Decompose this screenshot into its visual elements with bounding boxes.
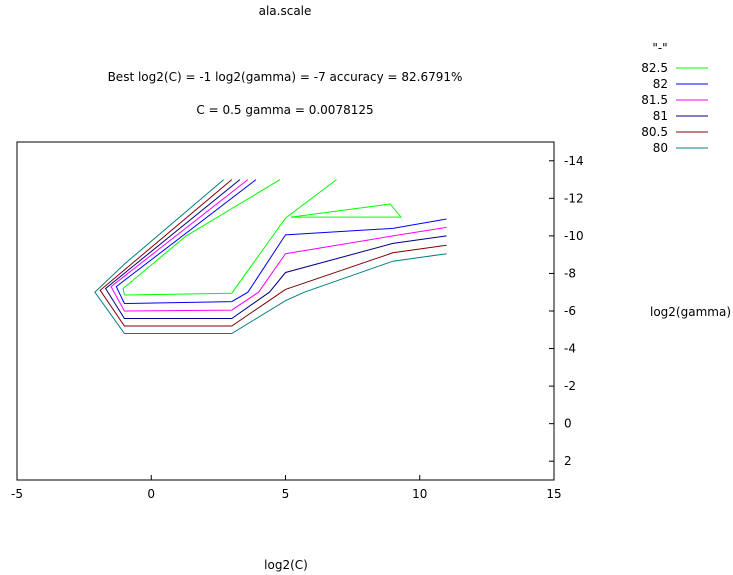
x-axis-label: log2(C) [264,558,308,572]
contour-line-80 [94,179,447,334]
contour-line-80-5 [99,179,447,327]
y-tick-label: 2 [564,454,572,468]
legend: "-" 82.5 82 81.5 81 80.5 80 [641,41,708,155]
contour-line-82 [115,179,447,305]
y-tick-label: -8 [564,266,576,280]
y-tick-label: -14 [564,154,584,168]
x-axis: -5 0 5 10 15 [11,475,562,501]
legend-label: 80.5 [641,125,668,139]
contour-line-82-5 [124,179,337,296]
chart-title: ala.scale [259,4,312,18]
x-tick-label: 5 [282,487,290,501]
y-tick-label: -12 [564,191,584,205]
legend-title: "-" [652,41,667,55]
x-tick-label: 10 [412,487,427,501]
y-tick-label: -4 [564,342,576,356]
y-axis: -14 -12 -10 -8 -6 -4 -2 0 2 [549,154,584,468]
legend-label: 81 [653,109,668,123]
x-tick-label: 0 [147,487,155,501]
x-tick-label: 15 [546,487,561,501]
chart-subtitle-best: Best log2(C) = -1 log2(gamma) = -7 accur… [108,70,463,84]
contour-line-81 [104,179,447,319]
x-tick-label: -5 [11,487,23,501]
contour-lines [94,179,447,334]
contour-line-82-5 [290,203,403,218]
contour-line-82-5 [122,179,281,296]
y-tick-label: -6 [564,304,576,318]
y-tick-label: 0 [564,417,572,431]
y-tick-label: -2 [564,379,576,393]
legend-label: 82.5 [641,61,668,75]
y-tick-label: -10 [564,229,584,243]
legend-label: 80 [653,141,668,155]
plot-frame [16,141,555,481]
contour-line-81-5 [110,179,447,312]
y-axis-label: log2(gamma) [650,305,731,319]
chart-subtitle-params: C = 0.5 gamma = 0.0078125 [196,103,373,117]
legend-label: 82 [653,77,668,91]
legend-label: 81.5 [641,93,668,107]
